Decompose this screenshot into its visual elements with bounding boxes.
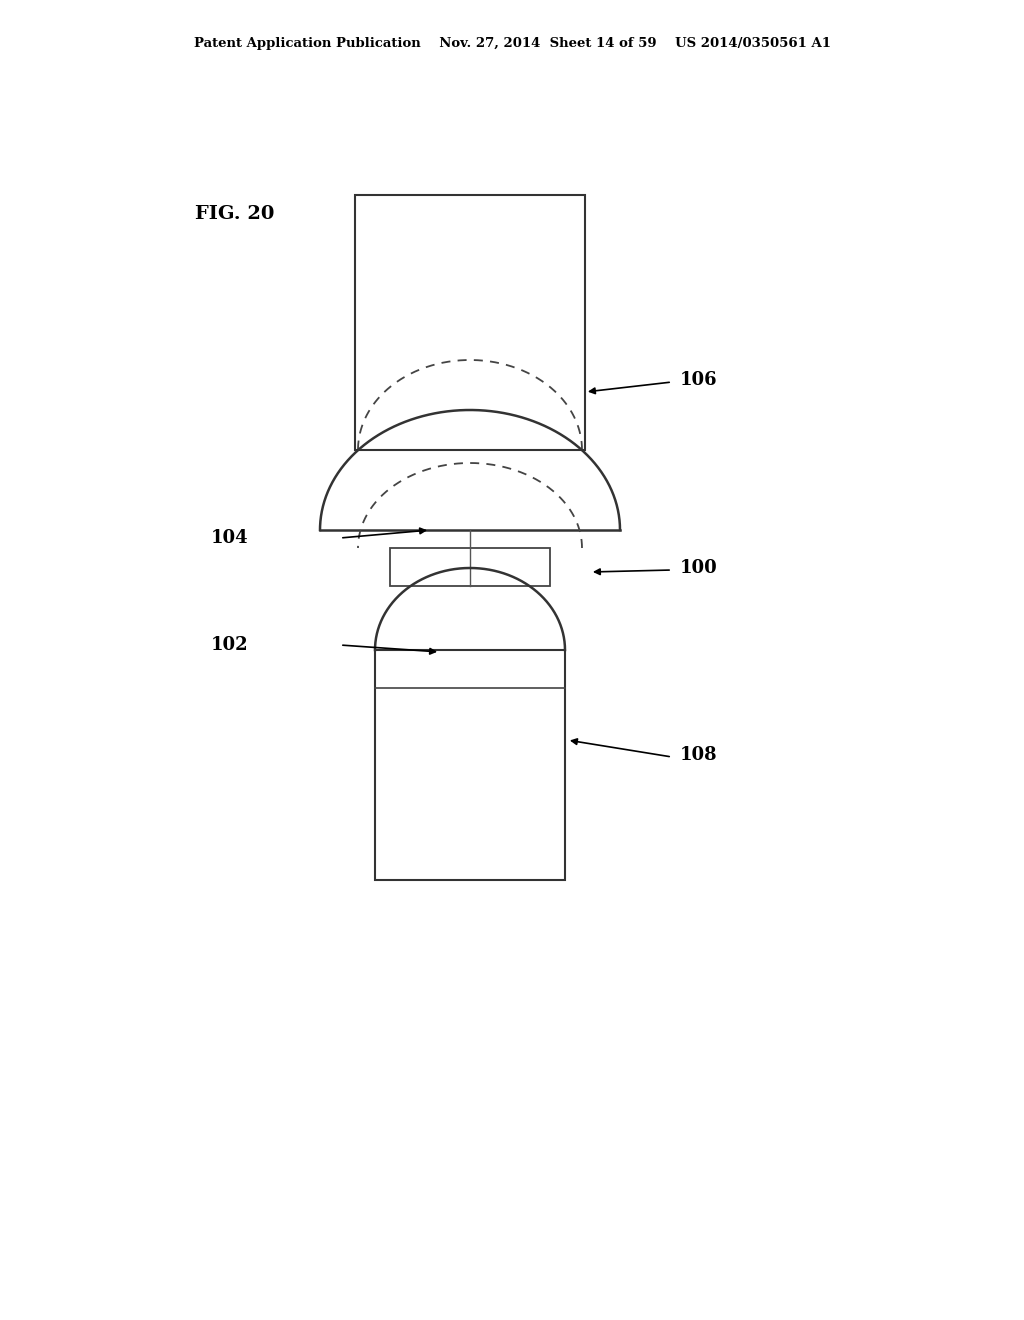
Bar [390, 548, 550, 586]
Text: 104: 104 [210, 529, 248, 546]
Text: FIG. 20: FIG. 20 [195, 205, 274, 223]
Text: 102: 102 [210, 636, 248, 653]
Text: 100: 100 [680, 558, 718, 577]
Bar [375, 649, 565, 880]
Bar [355, 195, 585, 450]
Text: 108: 108 [680, 746, 718, 764]
Text: 106: 106 [680, 371, 718, 389]
Text: Patent Application Publication    Nov. 27, 2014  Sheet 14 of 59    US 2014/03505: Patent Application Publication Nov. 27, … [194, 37, 830, 50]
